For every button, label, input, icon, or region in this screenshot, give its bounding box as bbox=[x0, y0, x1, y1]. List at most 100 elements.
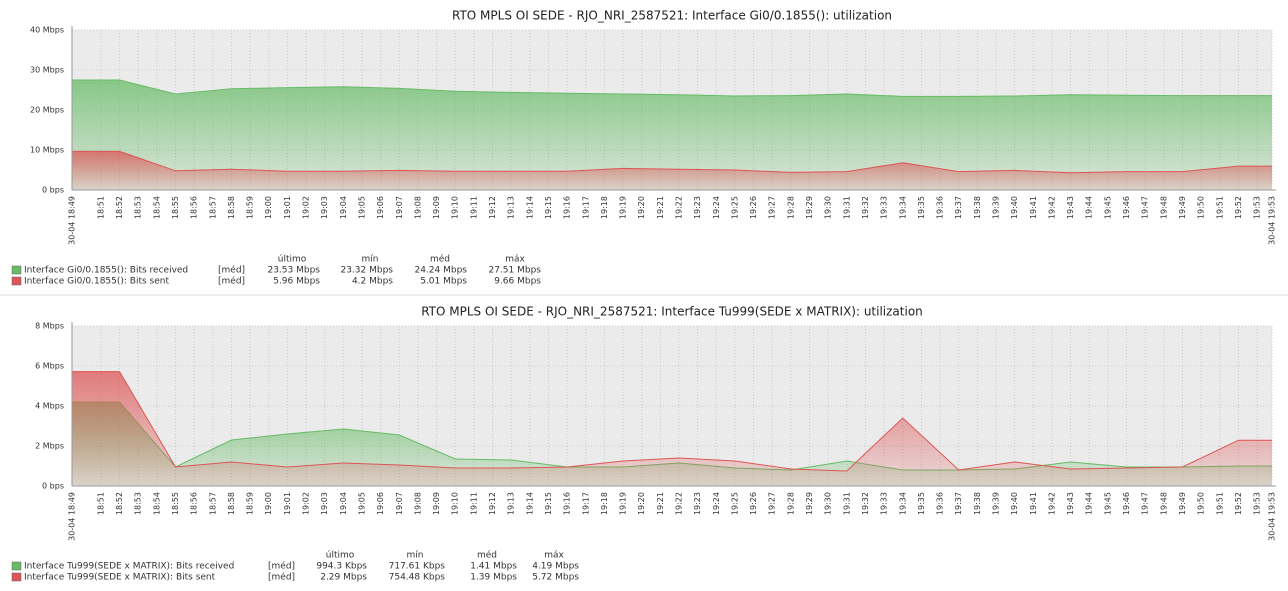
x-tick-label: 18:56 bbox=[190, 196, 199, 219]
legend-name: Interface Gi0/0.1855(): Bits received bbox=[24, 266, 188, 276]
legend-name: Interface Gi0/0.1855(): Bits sent bbox=[24, 277, 169, 287]
legend-header: máx bbox=[505, 255, 525, 265]
x-tick-label: 19:39 bbox=[992, 196, 1001, 219]
x-tick-label: 19:41 bbox=[1029, 492, 1038, 515]
x-tick-label: 19:27 bbox=[768, 196, 777, 219]
legend-value: 4.19 Mbps bbox=[532, 562, 579, 572]
x-tick-label: 19:38 bbox=[973, 492, 982, 515]
legend-value: 24.24 Mbps bbox=[414, 266, 467, 276]
x-tick-label: 19:08 bbox=[413, 196, 422, 219]
x-tick-label: 19:47 bbox=[1141, 492, 1150, 515]
legend-swatch bbox=[11, 561, 22, 571]
legend-value: 23.32 Mbps bbox=[340, 266, 393, 276]
x-tick-label: 19:20 bbox=[637, 492, 646, 515]
series-area bbox=[72, 371, 1272, 486]
x-tick-label: 19:50 bbox=[1197, 196, 1206, 219]
x-tick-label: 19:21 bbox=[656, 196, 665, 219]
legend-value: 1.41 Mbps bbox=[470, 562, 517, 572]
x-tick-label: 19:12 bbox=[488, 492, 497, 515]
legend-value: 994.3 Kbps bbox=[316, 562, 367, 572]
x-tick-label: 19:34 bbox=[898, 196, 907, 219]
x-tick-label: 30-04 18:49 bbox=[68, 492, 77, 541]
x-tick-label: 18:54 bbox=[152, 492, 161, 515]
x-tick-label: 19:46 bbox=[1122, 196, 1131, 219]
x-tick-label: 19:20 bbox=[637, 196, 646, 219]
x-tick-label: 19:08 bbox=[413, 492, 422, 515]
legend-header: mín bbox=[407, 551, 424, 561]
legend-tag: [méd] bbox=[268, 572, 295, 583]
x-tick-label: 19:37 bbox=[954, 196, 963, 219]
legend-tag: [méd] bbox=[218, 265, 245, 276]
legend-name: Interface Tu999(SEDE x MATRIX): Bits sen… bbox=[24, 573, 216, 583]
x-tick-label: 19:25 bbox=[730, 196, 739, 219]
x-tick-label: 19:09 bbox=[432, 492, 441, 515]
legend-name: Interface Tu999(SEDE x MATRIX): Bits rec… bbox=[24, 562, 234, 572]
x-tick-label: 19:18 bbox=[600, 492, 609, 515]
x-tick-label: 19:09 bbox=[432, 196, 441, 219]
chart-title: RTO MPLS OI SEDE - RJO_NRI_2587521: Inte… bbox=[452, 9, 892, 23]
x-tick-label: 30-04 18:49 bbox=[68, 196, 77, 245]
x-tick-label: 19:42 bbox=[1047, 492, 1056, 515]
x-tick-label: 19:18 bbox=[600, 196, 609, 219]
x-tick-label: 19:04 bbox=[339, 492, 348, 515]
x-tick-label: 19:39 bbox=[992, 492, 1001, 515]
x-tick-label: 19:43 bbox=[1066, 196, 1075, 219]
x-tick-label: 19:53 bbox=[1253, 492, 1262, 515]
x-tick-label: 19:36 bbox=[936, 492, 945, 515]
x-tick-label: 19:15 bbox=[544, 492, 553, 515]
x-tick-label: 19:50 bbox=[1197, 492, 1206, 515]
x-tick-label: 19:29 bbox=[805, 492, 814, 515]
y-tick-label: 10 Mbps bbox=[30, 146, 64, 155]
series-line bbox=[72, 150, 1272, 174]
x-tick-label: 18:59 bbox=[246, 492, 255, 515]
x-tick-label: 18:52 bbox=[115, 196, 124, 219]
legend-value: 717.61 Kbps bbox=[389, 562, 446, 572]
x-tick-label: 19:24 bbox=[712, 492, 721, 515]
legend-value: 2.29 Mbps bbox=[320, 573, 367, 583]
x-tick-label: 19:33 bbox=[880, 492, 889, 515]
x-tick-label: 19:17 bbox=[581, 492, 590, 515]
x-tick-label: 18:51 bbox=[96, 196, 105, 219]
x-tick-label: 19:35 bbox=[917, 492, 926, 515]
legend-header: méd bbox=[430, 254, 450, 265]
x-tick-label: 19:40 bbox=[1010, 492, 1019, 515]
x-tick-label: 19:41 bbox=[1029, 196, 1038, 219]
x-tick-label: 19:06 bbox=[376, 492, 385, 515]
x-tick-label: 19:27 bbox=[768, 492, 777, 515]
x-tick-label: 19:01 bbox=[283, 492, 292, 515]
legend-value: 9.66 Mbps bbox=[494, 277, 541, 287]
x-tick-label: 19:23 bbox=[693, 492, 702, 515]
x-tick-label: 19:10 bbox=[451, 492, 460, 515]
y-tick-label: 20 Mbps bbox=[30, 106, 64, 115]
legend-value: 5.01 Mbps bbox=[420, 277, 467, 287]
y-tick-label: 30 Mbps bbox=[30, 66, 64, 75]
legend-swatch bbox=[11, 572, 22, 582]
x-tick-label: 19:23 bbox=[693, 196, 702, 219]
x-tick-label: 19:26 bbox=[749, 492, 758, 515]
x-tick-label: 19:42 bbox=[1047, 196, 1056, 219]
legend-swatch bbox=[11, 265, 22, 275]
legend-value: 1.39 Mbps bbox=[470, 573, 517, 583]
x-tick-label: 30-04 19:53 bbox=[1268, 492, 1277, 541]
x-tick-label: 19:13 bbox=[507, 492, 516, 515]
x-tick-label: 19:24 bbox=[712, 196, 721, 219]
x-tick-label: 19:03 bbox=[320, 196, 329, 219]
x-tick-label: 19:12 bbox=[488, 196, 497, 219]
x-tick-label: 19:30 bbox=[824, 196, 833, 219]
x-tick-label: 19:16 bbox=[563, 492, 572, 515]
x-tick-label: 19:37 bbox=[954, 492, 963, 515]
x-tick-label: 19:05 bbox=[357, 492, 366, 515]
x-tick-label: 19:11 bbox=[469, 196, 478, 219]
legend-value: 23.53 Mbps bbox=[267, 266, 320, 276]
x-tick-label: 18:57 bbox=[208, 492, 217, 515]
legend-header: mín bbox=[362, 255, 379, 265]
legend-header: último bbox=[326, 551, 355, 561]
x-tick-label: 18:55 bbox=[171, 196, 180, 219]
legend-swatch bbox=[11, 276, 22, 286]
x-tick-label: 19:03 bbox=[320, 492, 329, 515]
x-tick-label: 19:04 bbox=[339, 196, 348, 219]
x-tick-label: 18:55 bbox=[171, 492, 180, 515]
x-tick-label: 19:36 bbox=[936, 196, 945, 219]
